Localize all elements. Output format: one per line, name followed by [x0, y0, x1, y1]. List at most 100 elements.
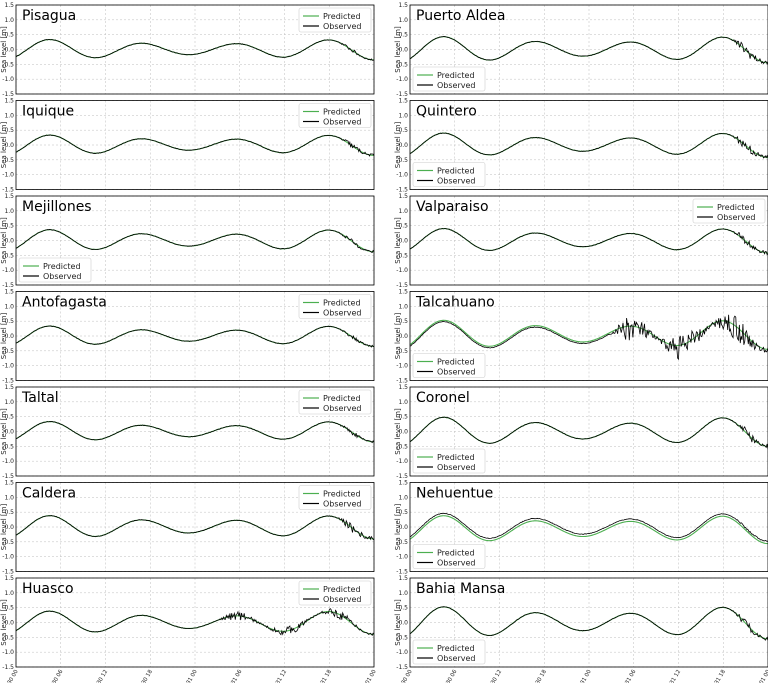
y-tick-label: 1.5: [398, 193, 408, 200]
station-name: Huasco: [22, 581, 74, 597]
y-tick-label: -1.0: [2, 76, 14, 83]
series-observed-line: [15, 420, 375, 444]
y-tick-label: -0.5: [2, 634, 14, 641]
legend-label-observed: Observed: [437, 559, 476, 568]
x-tick-label: 07-31 06: [620, 669, 638, 683]
plot-frame: [409, 577, 768, 668]
y-tick-label: 1.5: [4, 193, 14, 200]
y-tick-label: -1.0: [396, 363, 408, 370]
series-observed-line: [409, 36, 768, 65]
y-tick-label: -1.0: [396, 554, 408, 561]
legend-label-predicted: Predicted: [323, 108, 361, 117]
plot-frame: [15, 195, 375, 286]
legend-label-observed: Observed: [323, 118, 362, 127]
plot-frame: [15, 100, 375, 190]
y-tick-label: 1.0: [398, 399, 408, 406]
y-tick-label: 1.5: [4, 289, 14, 296]
station-name: Pisagua: [22, 8, 76, 24]
y-tick-label: 0.5: [398, 509, 408, 516]
y-tick-label: 1.5: [4, 2, 14, 9]
panel-iquique: 1.5 1.0 0.5 0.0 -0.5 -1.0 -1.5 Sea level [m] Iqu…: [0, 98, 375, 194]
x-tick-label: 07-30 06: [47, 669, 65, 683]
station-name: Talcahuano: [415, 295, 495, 311]
y-axis-label: Sea level [m]: [0, 26, 8, 73]
y-tick-label: 0.0: [4, 142, 14, 149]
y-tick-label: -1.0: [396, 172, 408, 179]
plot-frame: [15, 4, 375, 95]
y-axis-label: Sea level [m]: [394, 313, 402, 360]
y-tick-label: -1.0: [2, 458, 14, 465]
y-axis-label: Sea level [m]: [394, 217, 402, 264]
y-tick-label: 1.0: [398, 303, 408, 310]
y-tick-label: -1.5: [396, 282, 408, 289]
series-observed-line: [409, 314, 768, 361]
legend-label-observed: Observed: [437, 463, 476, 472]
plot-frame: [409, 4, 768, 95]
series-observed-line: [409, 416, 768, 450]
station-name: Coronel: [416, 390, 470, 406]
legend-label-predicted: Predicted: [323, 299, 361, 308]
panel-talcahuano: 1.5 1.0 0.5 0.0 -0.5 -1.0 -1.5 Sea level [m] Tal…: [394, 289, 768, 385]
legend-label-predicted: Predicted: [437, 167, 475, 176]
series-observed-line: [409, 512, 768, 542]
y-tick-label: 0.0: [4, 47, 14, 54]
y-tick-label: 1.0: [398, 112, 408, 119]
series-observed-line: [409, 132, 768, 159]
y-axis-label: Sea level [m]: [394, 408, 402, 455]
series-observed-line: [409, 227, 768, 255]
y-tick-label: 0.5: [4, 32, 14, 39]
legend-label-observed: Observed: [323, 595, 362, 604]
legend-label-observed: Observed: [323, 500, 362, 509]
legend-label-observed: Observed: [323, 22, 362, 31]
y-tick-label: 1.5: [4, 480, 14, 487]
x-tick-label: 08-01 00: [754, 669, 768, 683]
y-tick-label: 0.5: [398, 32, 408, 39]
legend-label-predicted: Predicted: [437, 358, 475, 367]
y-tick-label: 0.0: [398, 238, 408, 245]
y-tick-label: 1.0: [398, 590, 408, 597]
legend-label-predicted: Predicted: [717, 203, 755, 212]
station-name: Valparaiso: [416, 199, 489, 215]
plot-frame: [409, 291, 768, 381]
y-tick-label: -1.5: [2, 282, 14, 289]
panel-valparaiso: 1.5 1.0 0.5 0.0 -0.5 -1.0 -1.5 Sea level [m] Val…: [394, 193, 768, 289]
panel-pisagua: 1.5 1.0 0.5 0.0 -0.5 -1.0 -1.5 Sea level [m] Pis…: [0, 2, 375, 98]
y-tick-label: -0.5: [396, 157, 408, 164]
y-tick-label: 0.5: [4, 605, 14, 612]
y-tick-label: -0.5: [2, 443, 14, 450]
panel-taltal: 1.5 1.0 0.5 0.0 -0.5 -1.0 -1.5 Sea level [m] Tal…: [0, 384, 375, 480]
y-tick-label: -0.5: [396, 61, 408, 68]
y-tick-label: -1.0: [2, 649, 14, 656]
y-axis-label: Sea level [m]: [394, 599, 402, 646]
x-tick-label: 07-30 18: [136, 669, 154, 683]
plot-frame: [15, 577, 375, 668]
plot-frame: [409, 482, 768, 572]
y-tick-label: -1.5: [2, 378, 14, 385]
x-tick-label: 07-31 06: [226, 669, 244, 683]
station-name: Caldera: [22, 486, 76, 502]
y-tick-label: 0.0: [398, 524, 408, 531]
plot-frame: [409, 386, 768, 477]
y-tick-label: -1.5: [396, 91, 408, 98]
series-observed-line: [15, 38, 375, 61]
x-tick-label: 07-31 00: [181, 669, 199, 683]
y-tick-label: 1.5: [398, 289, 408, 296]
y-tick-label: 1.0: [398, 208, 408, 215]
legend-label-observed: Observed: [43, 272, 82, 281]
y-tick-label: -1.0: [2, 554, 14, 561]
station-name: Quintero: [416, 104, 477, 120]
panel-caldera: 1.5 1.0 0.5 0.0 -0.5 -1.0 -1.5 Sea level [m] Cal…: [0, 480, 375, 576]
y-tick-label: 0.0: [398, 333, 408, 340]
y-tick-label: -1.0: [2, 267, 14, 274]
y-tick-label: 0.0: [4, 333, 14, 340]
legend-label-predicted: Predicted: [43, 262, 81, 271]
y-tick-label: 1.5: [4, 384, 14, 391]
x-tick-label: 07-30 06: [441, 669, 459, 683]
series-observed-line: [15, 134, 375, 157]
